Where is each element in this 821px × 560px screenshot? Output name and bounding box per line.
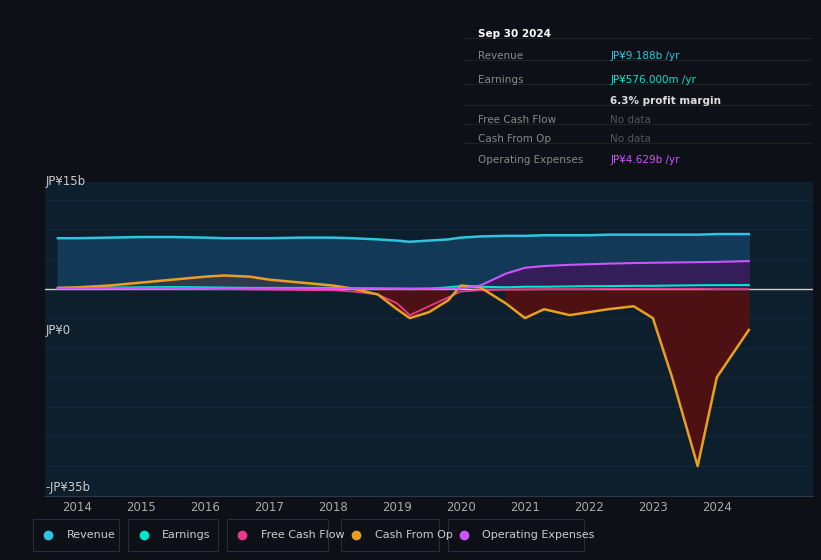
Text: No data: No data <box>610 115 651 125</box>
Text: Operating Expenses: Operating Expenses <box>483 530 594 540</box>
Text: Cash From Op: Cash From Op <box>374 530 452 540</box>
Text: No data: No data <box>610 134 651 144</box>
Text: Cash From Op: Cash From Op <box>478 134 551 144</box>
Text: Operating Expenses: Operating Expenses <box>478 155 583 165</box>
Text: Free Cash Flow: Free Cash Flow <box>261 530 344 540</box>
Text: JP¥0: JP¥0 <box>45 324 71 337</box>
Text: Earnings: Earnings <box>163 530 211 540</box>
Text: JP¥576.000m /yr: JP¥576.000m /yr <box>610 75 696 85</box>
Text: Sep 30 2024: Sep 30 2024 <box>478 29 551 39</box>
Text: JP¥4.629b /yr: JP¥4.629b /yr <box>610 155 680 165</box>
Text: Revenue: Revenue <box>478 52 523 61</box>
Text: Free Cash Flow: Free Cash Flow <box>478 115 556 125</box>
Text: Earnings: Earnings <box>478 75 523 85</box>
Text: Revenue: Revenue <box>67 530 116 540</box>
Text: JP¥9.188b /yr: JP¥9.188b /yr <box>610 52 680 61</box>
Text: 6.3% profit margin: 6.3% profit margin <box>610 96 722 106</box>
Text: JP¥15b: JP¥15b <box>45 175 85 189</box>
Text: -JP¥35b: -JP¥35b <box>45 480 90 494</box>
